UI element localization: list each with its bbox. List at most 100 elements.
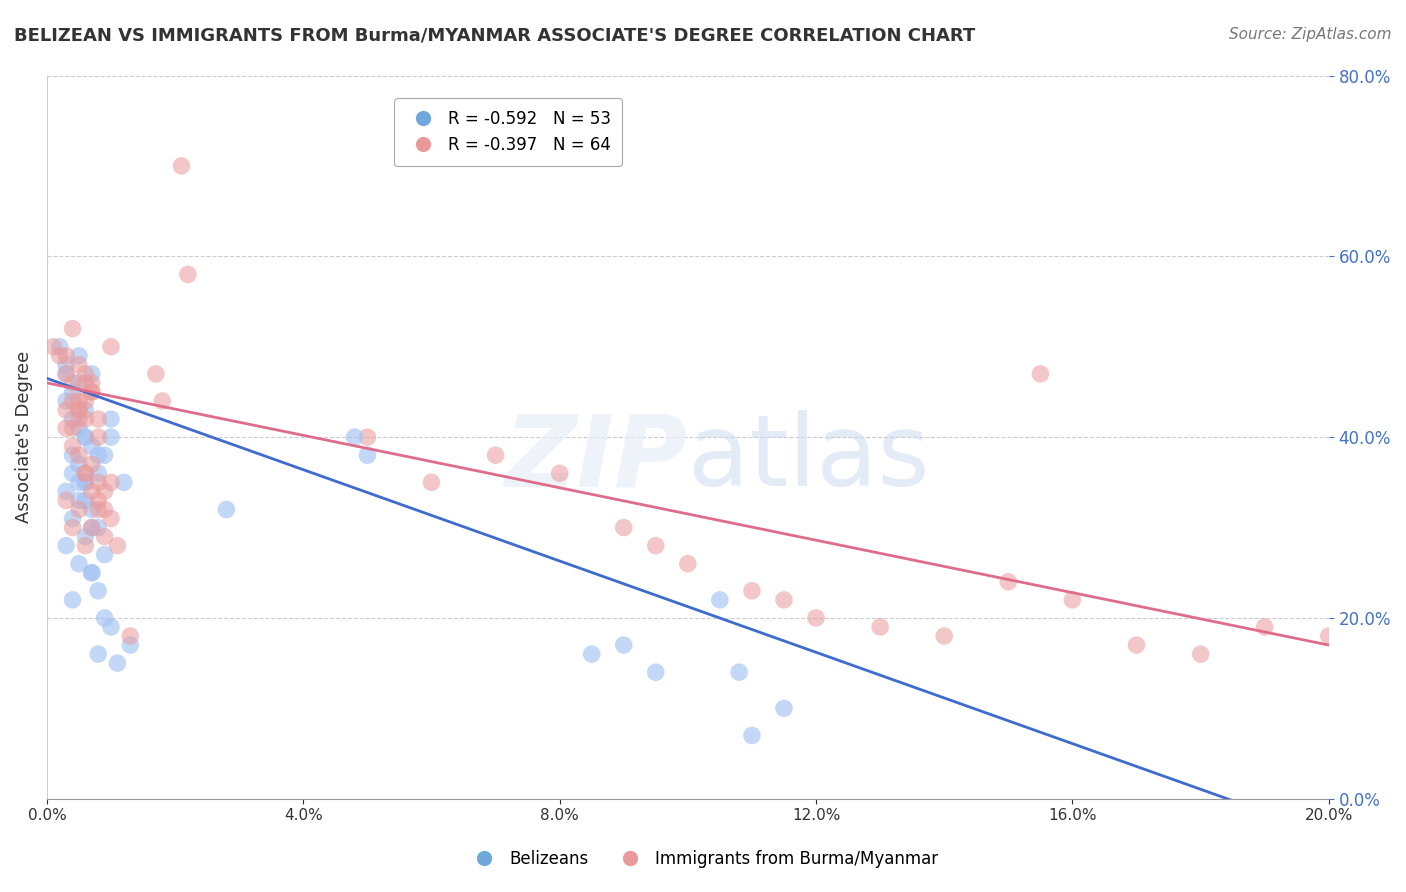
Point bbox=[55, 367, 77, 381]
Point bbox=[62, 321, 84, 335]
Point bbox=[87, 430, 110, 444]
Point bbox=[112, 475, 135, 490]
Point bbox=[773, 592, 796, 607]
Point bbox=[62, 511, 84, 525]
Point bbox=[177, 268, 200, 282]
Point bbox=[67, 403, 90, 417]
Point bbox=[100, 430, 122, 444]
Point bbox=[62, 467, 84, 481]
Point bbox=[87, 475, 110, 490]
Point bbox=[55, 539, 77, 553]
Point bbox=[55, 421, 77, 435]
Point bbox=[100, 620, 122, 634]
Point bbox=[62, 384, 84, 399]
Point bbox=[120, 638, 142, 652]
Point bbox=[80, 376, 103, 390]
Point bbox=[343, 430, 366, 444]
Point bbox=[804, 611, 827, 625]
Point bbox=[215, 502, 238, 516]
Point bbox=[67, 557, 90, 571]
Point bbox=[120, 629, 142, 643]
Point bbox=[75, 539, 97, 553]
Point bbox=[75, 430, 97, 444]
Point bbox=[613, 638, 636, 652]
Point bbox=[100, 412, 122, 426]
Point bbox=[62, 412, 84, 426]
Point bbox=[80, 367, 103, 381]
Point bbox=[145, 367, 167, 381]
Point bbox=[62, 421, 84, 435]
Point bbox=[67, 493, 90, 508]
Point bbox=[80, 566, 103, 580]
Point bbox=[93, 530, 115, 544]
Point bbox=[75, 430, 97, 444]
Point bbox=[75, 467, 97, 481]
Point bbox=[75, 412, 97, 426]
Point bbox=[67, 376, 90, 390]
Point bbox=[644, 539, 666, 553]
Point bbox=[67, 475, 90, 490]
Point bbox=[100, 340, 122, 354]
Point bbox=[741, 729, 763, 743]
Point bbox=[87, 493, 110, 508]
Legend: R = -0.592   N = 53, R = -0.397   N = 64: R = -0.592 N = 53, R = -0.397 N = 64 bbox=[394, 98, 623, 166]
Point bbox=[100, 475, 122, 490]
Point bbox=[75, 367, 97, 381]
Point bbox=[55, 349, 77, 363]
Point bbox=[93, 448, 115, 462]
Point bbox=[87, 448, 110, 462]
Point bbox=[67, 421, 90, 435]
Point bbox=[87, 647, 110, 661]
Point bbox=[55, 358, 77, 372]
Point bbox=[728, 665, 751, 680]
Point bbox=[80, 520, 103, 534]
Point bbox=[55, 493, 77, 508]
Point bbox=[62, 592, 84, 607]
Point bbox=[80, 384, 103, 399]
Text: ZIP: ZIP bbox=[505, 410, 688, 508]
Point bbox=[1125, 638, 1147, 652]
Point bbox=[1189, 647, 1212, 661]
Legend: Belizeans, Immigrants from Burma/Myanmar: Belizeans, Immigrants from Burma/Myanmar bbox=[461, 844, 945, 875]
Point bbox=[773, 701, 796, 715]
Point bbox=[75, 394, 97, 409]
Point bbox=[644, 665, 666, 680]
Point bbox=[87, 502, 110, 516]
Point bbox=[356, 430, 378, 444]
Point bbox=[67, 403, 90, 417]
Point bbox=[87, 583, 110, 598]
Point bbox=[80, 439, 103, 453]
Point bbox=[75, 403, 97, 417]
Point bbox=[170, 159, 193, 173]
Point bbox=[93, 611, 115, 625]
Point bbox=[42, 340, 65, 354]
Point bbox=[87, 467, 110, 481]
Point bbox=[80, 502, 103, 516]
Point bbox=[93, 502, 115, 516]
Point bbox=[1253, 620, 1275, 634]
Point bbox=[67, 448, 90, 462]
Point bbox=[87, 520, 110, 534]
Point bbox=[67, 502, 90, 516]
Point bbox=[1317, 629, 1340, 643]
Point bbox=[80, 384, 103, 399]
Point bbox=[62, 376, 84, 390]
Point bbox=[67, 394, 90, 409]
Point bbox=[75, 475, 97, 490]
Point bbox=[1029, 367, 1052, 381]
Point bbox=[62, 394, 84, 409]
Text: BELIZEAN VS IMMIGRANTS FROM Burma/MYANMAR ASSOCIATE'S DEGREE CORRELATION CHART: BELIZEAN VS IMMIGRANTS FROM Burma/MYANMA… bbox=[14, 27, 976, 45]
Point bbox=[75, 530, 97, 544]
Point bbox=[67, 412, 90, 426]
Point bbox=[100, 511, 122, 525]
Point bbox=[80, 457, 103, 471]
Point bbox=[93, 548, 115, 562]
Point bbox=[67, 358, 90, 372]
Point bbox=[67, 349, 90, 363]
Point bbox=[80, 520, 103, 534]
Y-axis label: Associate's Degree: Associate's Degree bbox=[15, 351, 32, 524]
Point bbox=[75, 493, 97, 508]
Point bbox=[87, 412, 110, 426]
Point bbox=[548, 467, 571, 481]
Point bbox=[150, 394, 173, 409]
